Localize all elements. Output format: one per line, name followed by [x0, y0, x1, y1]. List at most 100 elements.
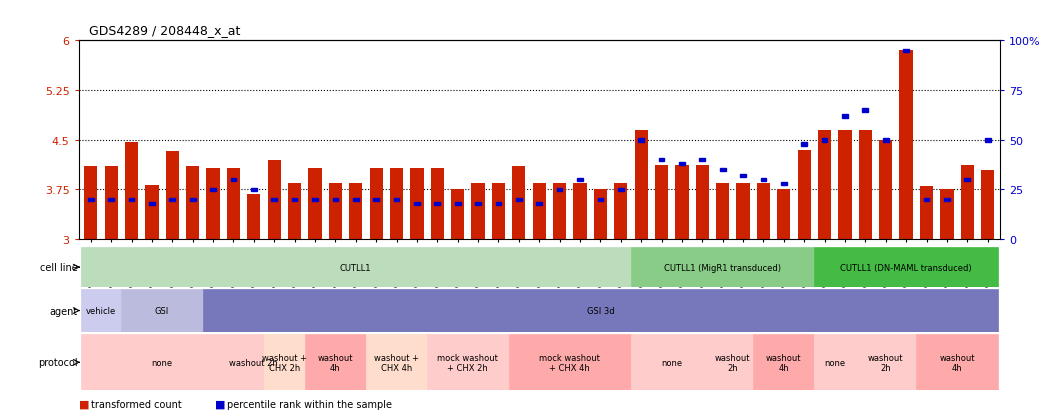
Text: none: none	[824, 358, 845, 367]
Text: washout
4h: washout 4h	[939, 353, 975, 372]
Bar	[471, 183, 485, 240]
Bar	[475, 202, 481, 206]
Bar	[271, 198, 277, 202]
Text: CUTLL1 (DN-MAML transduced): CUTLL1 (DN-MAML transduced)	[841, 263, 972, 272]
Bar	[516, 198, 521, 202]
Bar	[536, 202, 542, 206]
Bar	[410, 169, 424, 240]
Bar	[186, 167, 199, 240]
Bar	[961, 166, 974, 240]
Bar	[84, 167, 97, 240]
Text: GDS4289 / 208448_x_at: GDS4289 / 208448_x_at	[89, 24, 241, 37]
Bar	[430, 169, 444, 240]
Bar	[203, 289, 998, 332]
Text: CUTLL1: CUTLL1	[340, 263, 372, 272]
Text: CUTLL1 (MigR1 transduced): CUTLL1 (MigR1 transduced)	[664, 263, 781, 272]
Bar	[680, 162, 685, 166]
Text: ■: ■	[215, 399, 225, 409]
Bar	[492, 183, 505, 240]
Text: none: none	[152, 358, 173, 367]
Bar	[244, 335, 264, 390]
Bar	[81, 335, 244, 390]
Text: transformed count: transformed count	[91, 399, 182, 409]
Bar	[88, 198, 93, 202]
Text: washout
4h: washout 4h	[317, 353, 353, 372]
Bar	[264, 335, 305, 390]
Bar	[329, 183, 342, 240]
Bar	[760, 178, 766, 182]
Bar	[822, 139, 827, 142]
Text: none: none	[661, 358, 683, 367]
Text: washout +
CHX 2h: washout + CHX 2h	[262, 353, 307, 372]
Bar	[454, 202, 461, 206]
Bar	[923, 198, 930, 202]
Bar	[557, 188, 562, 192]
Bar	[81, 248, 631, 287]
Bar	[801, 142, 807, 146]
Bar	[839, 131, 851, 240]
Bar	[305, 335, 366, 390]
Bar	[577, 178, 583, 182]
Bar	[129, 198, 134, 202]
Bar	[859, 131, 872, 240]
Bar	[247, 195, 261, 240]
Bar	[312, 198, 318, 202]
Bar	[353, 198, 359, 202]
Bar	[863, 109, 868, 112]
Text: cell line: cell line	[41, 262, 79, 273]
Bar	[798, 150, 810, 240]
Bar	[883, 139, 889, 142]
Bar	[288, 183, 302, 240]
Bar	[533, 183, 545, 240]
Bar	[190, 198, 196, 202]
Bar	[904, 50, 909, 53]
Text: washout 2h: washout 2h	[229, 358, 279, 367]
Bar	[981, 170, 995, 240]
Bar	[740, 174, 745, 178]
Bar	[333, 198, 338, 202]
Bar	[736, 183, 750, 240]
Text: washout
2h: washout 2h	[868, 353, 904, 372]
Text: protocol: protocol	[39, 357, 79, 368]
Bar	[230, 178, 237, 182]
Bar	[227, 169, 240, 240]
Bar	[553, 183, 566, 240]
Bar	[268, 160, 281, 240]
Bar	[659, 159, 665, 162]
Bar	[349, 183, 362, 240]
Text: mock washout
+ CHX 4h: mock washout + CHX 4h	[539, 353, 600, 372]
Bar	[675, 166, 689, 240]
Bar	[815, 335, 855, 390]
Bar	[251, 188, 257, 192]
Bar	[366, 335, 427, 390]
Text: ■: ■	[79, 399, 89, 409]
Text: agent: agent	[50, 306, 79, 316]
Text: washout
4h: washout 4h	[766, 353, 802, 372]
Text: percentile rank within the sample: percentile rank within the sample	[227, 399, 393, 409]
Bar	[146, 185, 158, 240]
Bar	[451, 190, 464, 240]
Text: washout +
CHX 4h: washout + CHX 4h	[374, 353, 419, 372]
Bar	[435, 202, 440, 206]
Bar	[719, 169, 726, 172]
Bar	[149, 202, 155, 206]
Bar	[964, 178, 971, 182]
Bar	[389, 169, 403, 240]
Bar	[757, 183, 770, 240]
Bar	[292, 198, 297, 202]
Bar	[121, 289, 203, 332]
Bar	[753, 335, 815, 390]
Bar	[899, 51, 913, 240]
Bar	[374, 198, 379, 202]
Bar	[654, 166, 668, 240]
Bar	[495, 202, 502, 206]
Bar	[105, 167, 117, 240]
Bar	[512, 167, 526, 240]
Bar	[818, 131, 831, 240]
Bar	[618, 188, 624, 192]
Bar	[108, 198, 114, 202]
Bar	[309, 169, 321, 240]
Bar	[631, 248, 815, 287]
Bar	[594, 190, 607, 240]
Bar	[944, 198, 950, 202]
